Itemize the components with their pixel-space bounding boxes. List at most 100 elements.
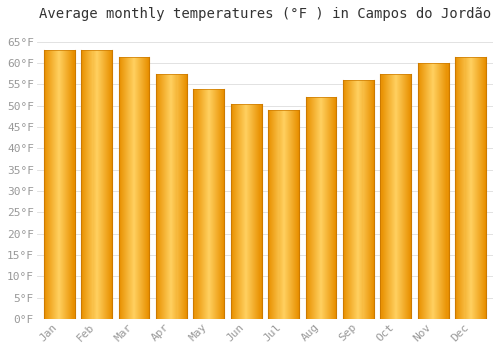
- Bar: [478, 57, 479, 319]
- Bar: [165, 74, 166, 319]
- Bar: [349, 80, 350, 319]
- Bar: [172, 74, 174, 319]
- Bar: [136, 57, 137, 319]
- Bar: [405, 74, 406, 319]
- Bar: [217, 89, 218, 319]
- Bar: [48, 50, 49, 319]
- Bar: [442, 63, 444, 319]
- Bar: [244, 104, 245, 319]
- Bar: [111, 50, 112, 319]
- Bar: [50, 50, 51, 319]
- Bar: [401, 74, 402, 319]
- Bar: [427, 63, 428, 319]
- Bar: [366, 80, 368, 319]
- Bar: [320, 97, 321, 319]
- Bar: [220, 89, 221, 319]
- Bar: [390, 74, 392, 319]
- Bar: [233, 104, 234, 319]
- Bar: [322, 97, 323, 319]
- Bar: [278, 110, 280, 319]
- Bar: [61, 50, 62, 319]
- Bar: [402, 74, 403, 319]
- Bar: [470, 57, 472, 319]
- Bar: [328, 97, 329, 319]
- Bar: [125, 57, 126, 319]
- Bar: [120, 57, 122, 319]
- Bar: [462, 57, 464, 319]
- Bar: [142, 57, 143, 319]
- Bar: [143, 57, 144, 319]
- Bar: [81, 50, 82, 319]
- Bar: [484, 57, 485, 319]
- Bar: [236, 104, 237, 319]
- Bar: [440, 63, 442, 319]
- Bar: [319, 97, 320, 319]
- Bar: [329, 97, 330, 319]
- Bar: [272, 110, 274, 319]
- Bar: [184, 74, 186, 319]
- Bar: [107, 50, 108, 319]
- Bar: [370, 80, 372, 319]
- Bar: [308, 97, 310, 319]
- Bar: [182, 74, 184, 319]
- Bar: [180, 74, 182, 319]
- Bar: [356, 80, 358, 319]
- Bar: [246, 104, 247, 319]
- Bar: [239, 104, 240, 319]
- Bar: [256, 104, 258, 319]
- Bar: [126, 57, 127, 319]
- Bar: [208, 89, 209, 319]
- Bar: [84, 50, 86, 319]
- Bar: [284, 110, 286, 319]
- Bar: [163, 74, 164, 319]
- Bar: [59, 50, 60, 319]
- Bar: [248, 104, 250, 319]
- Bar: [425, 63, 426, 319]
- Bar: [292, 110, 293, 319]
- Bar: [446, 63, 448, 319]
- Bar: [258, 104, 260, 319]
- Bar: [464, 57, 466, 319]
- Bar: [485, 57, 486, 319]
- Bar: [60, 50, 61, 319]
- Bar: [110, 50, 111, 319]
- Bar: [418, 63, 419, 319]
- Bar: [360, 80, 362, 319]
- Bar: [196, 89, 198, 319]
- Bar: [109, 50, 110, 319]
- Bar: [313, 97, 314, 319]
- Bar: [397, 74, 398, 319]
- Bar: [161, 74, 162, 319]
- Bar: [317, 97, 318, 319]
- Bar: [422, 63, 423, 319]
- Bar: [314, 97, 315, 319]
- Bar: [211, 89, 212, 319]
- Bar: [474, 57, 476, 319]
- Bar: [235, 104, 236, 319]
- Bar: [129, 57, 130, 319]
- Bar: [178, 74, 180, 319]
- Bar: [350, 80, 351, 319]
- Bar: [330, 97, 331, 319]
- Bar: [466, 57, 468, 319]
- Bar: [68, 50, 70, 319]
- Bar: [219, 89, 220, 319]
- Bar: [231, 104, 232, 319]
- Bar: [55, 50, 56, 319]
- Bar: [306, 97, 308, 319]
- Bar: [58, 50, 59, 319]
- Bar: [293, 110, 294, 319]
- Bar: [209, 89, 210, 319]
- Bar: [218, 89, 219, 319]
- Bar: [297, 110, 298, 319]
- Bar: [424, 63, 425, 319]
- Bar: [436, 63, 438, 319]
- Bar: [480, 57, 481, 319]
- Bar: [132, 57, 133, 319]
- Bar: [157, 74, 158, 319]
- Bar: [135, 57, 136, 319]
- Bar: [64, 50, 66, 319]
- Bar: [46, 50, 47, 319]
- Bar: [52, 50, 53, 319]
- Bar: [482, 57, 483, 319]
